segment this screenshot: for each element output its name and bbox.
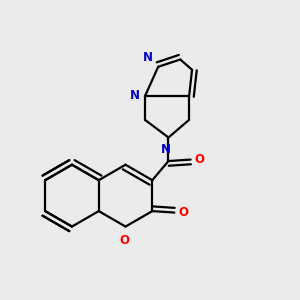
Text: O: O	[178, 206, 188, 219]
Text: O: O	[119, 234, 129, 247]
Text: N: N	[143, 52, 153, 64]
Text: N: N	[161, 143, 171, 156]
Text: O: O	[194, 153, 204, 166]
Text: N: N	[130, 89, 140, 102]
